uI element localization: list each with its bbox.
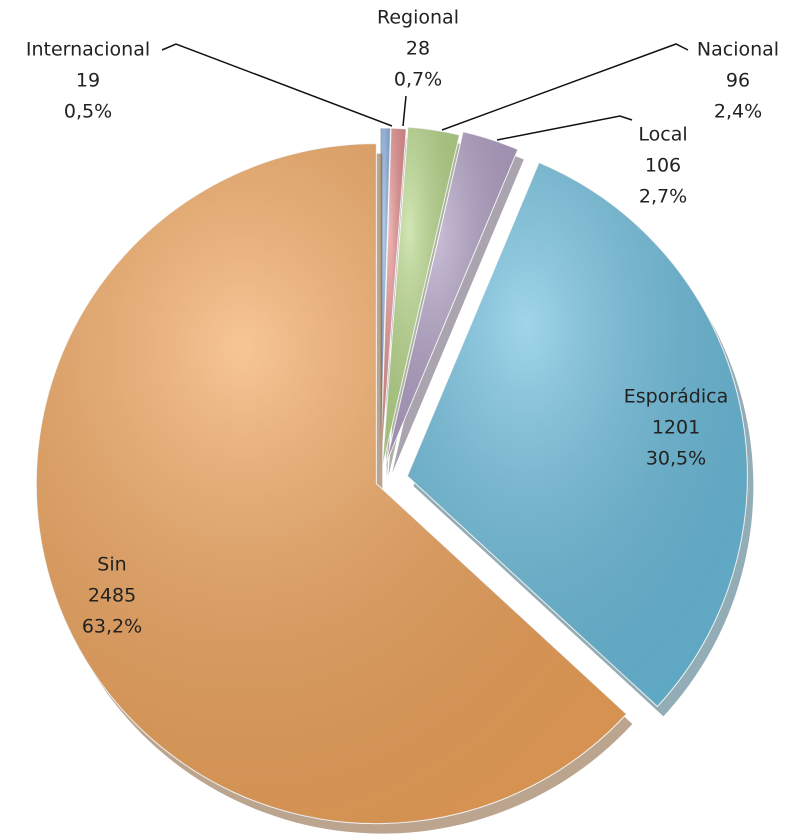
data-label: Nacional [697, 39, 779, 61]
data-label: 0,7% [394, 69, 442, 91]
data-label: Regional [377, 7, 459, 29]
slice-shine [407, 162, 748, 707]
slice-shine [386, 131, 518, 463]
data-label: 0,5% [64, 101, 112, 123]
data-label: 1201 [652, 417, 700, 439]
data-label: Internacional [26, 39, 150, 61]
data-label: 96 [726, 70, 750, 92]
leader-line [496, 115, 633, 141]
slice-shine [382, 127, 460, 467]
leader-line [402, 95, 407, 127]
data-label: 106 [645, 155, 681, 177]
leader-line [161, 43, 393, 127]
leader-line [441, 43, 689, 131]
data-label: 30,5% [646, 448, 706, 470]
slice-shine [36, 143, 627, 824]
pie [35, 126, 754, 834]
data-label: Local [638, 124, 687, 146]
labels: Internacional 19 0,5% Regional 28 0,7% Naciona… [26, 7, 779, 638]
data-label: 28 [406, 38, 430, 60]
data-label: 19 [76, 70, 100, 92]
slice-shadow [392, 141, 524, 473]
data-label: 63,2% [82, 616, 142, 638]
data-label: Esporádica [624, 386, 728, 408]
data-label: 2485 [88, 585, 136, 607]
data-label: Sin [97, 554, 126, 576]
data-label: 2,7% [639, 186, 687, 208]
slice-shine [380, 128, 391, 469]
data-label: 2,4% [714, 101, 762, 123]
slice-shine [380, 128, 407, 469]
